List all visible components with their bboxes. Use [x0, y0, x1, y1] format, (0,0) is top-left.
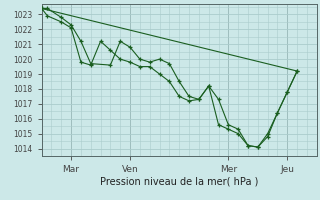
X-axis label: Pression niveau de la mer( hPa ): Pression niveau de la mer( hPa ) [100, 177, 258, 187]
